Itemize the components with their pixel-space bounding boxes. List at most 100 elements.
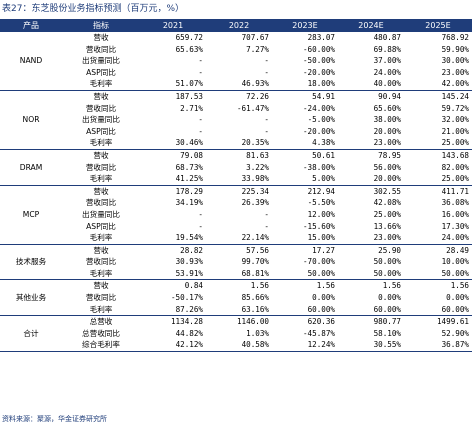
value-cell: 980.77 bbox=[373, 317, 401, 327]
metric-cell: ASP同比 bbox=[86, 221, 116, 231]
value-cell: 212.94 bbox=[307, 186, 335, 196]
value-cell: 46.93% bbox=[206, 78, 272, 91]
value-cell: 20.00% bbox=[373, 126, 401, 136]
table-row: NAND 营收 659.72 707.67 283.07 480.87 768.92 bbox=[0, 32, 472, 91]
metric-cell: 出货量同比 bbox=[82, 56, 120, 66]
value-cell: 12.00% bbox=[307, 209, 335, 219]
metric-cell: 毛利率 bbox=[62, 173, 140, 186]
value-cell: 620.36 bbox=[307, 317, 335, 327]
metric-cell: 营收 bbox=[93, 91, 109, 101]
table-row: 合计 总营收 1134.28 1146.00 620.36 980.77 1499.61 bbox=[0, 315, 472, 353]
value-cell: - bbox=[264, 67, 269, 77]
table-row: 营收同比 68.73% 3.22% -38.00% 56.00% 82.00% bbox=[0, 162, 472, 174]
header-product: 产品 bbox=[0, 19, 62, 32]
metric-cell: 毛利率 bbox=[62, 78, 140, 91]
metric-cell: 营收同比 bbox=[85, 162, 117, 172]
metric-cell: 出货量同比 bbox=[82, 209, 120, 219]
value-cell: -5.00% bbox=[307, 115, 335, 125]
metric-cell: 毛利率 bbox=[62, 232, 140, 245]
value-cell: 90.94 bbox=[378, 91, 401, 101]
value-cell: 50.00% bbox=[272, 267, 338, 281]
value-cell: 44.82% bbox=[175, 328, 203, 338]
value-cell: -60.00% bbox=[302, 44, 335, 54]
category-cell: MCP bbox=[0, 185, 62, 245]
value-cell: 33.98% bbox=[206, 173, 272, 186]
value-cell: 13.66% bbox=[373, 221, 401, 231]
value-cell: -38.00% bbox=[302, 162, 335, 172]
value-cell: 1.56 bbox=[450, 281, 469, 291]
value-cell: 26.39% bbox=[241, 198, 269, 208]
table-body: NAND 营收 659.72 707.67 283.07 480.87 768.92 营收同比… bbox=[0, 32, 472, 353]
value-cell: - bbox=[264, 56, 269, 66]
value-cell: 78.95 bbox=[378, 150, 401, 160]
value-cell: 707.67 bbox=[241, 33, 269, 42]
metric-cell: 综合毛利率 bbox=[62, 339, 140, 353]
metric-cell: 毛利率 bbox=[62, 267, 140, 281]
value-cell: 0.00% bbox=[446, 293, 469, 303]
value-cell: 1499.61 bbox=[436, 317, 469, 327]
value-cell: 24.00% bbox=[373, 67, 401, 77]
metric-cell: 营收同比 bbox=[85, 198, 117, 208]
table-row: 毛利率 53.91% 68.81% 50.00% 50.00% 50.00% bbox=[0, 267, 472, 281]
forecast-table: 产品 指标 2021 2022 2023E 2024E 2025E NAND 营收… bbox=[0, 19, 472, 353]
table-row: ASP同比 - - -20.00% 24.00% 23.00% bbox=[0, 67, 472, 79]
value-cell: - bbox=[264, 115, 269, 125]
value-cell: 1.56 bbox=[382, 281, 401, 291]
value-cell: 36.08% bbox=[441, 198, 469, 208]
category-cell: NOR bbox=[0, 90, 62, 150]
value-cell: -15.60% bbox=[302, 221, 335, 231]
value-cell: 0.84 bbox=[184, 281, 203, 291]
value-cell: - bbox=[264, 221, 269, 231]
metric-cell: 营收 bbox=[93, 245, 109, 255]
value-cell: 411.71 bbox=[441, 186, 469, 196]
value-cell: 12.24% bbox=[272, 339, 338, 353]
value-cell: 59.90% bbox=[441, 44, 469, 54]
value-cell: 42.12% bbox=[140, 339, 206, 353]
value-cell: 42.08% bbox=[373, 198, 401, 208]
value-cell: 28.49 bbox=[446, 245, 469, 255]
value-cell: 32.00% bbox=[441, 115, 469, 125]
value-cell: 7.27% bbox=[246, 44, 269, 54]
value-cell: -50.17% bbox=[170, 293, 203, 303]
value-cell: 40.58% bbox=[206, 339, 272, 353]
value-cell: 3.22% bbox=[246, 162, 269, 172]
value-cell: 480.87 bbox=[373, 33, 401, 42]
value-cell: 30.00% bbox=[441, 56, 469, 66]
metric-cell: ASP同比 bbox=[86, 126, 116, 136]
value-cell: 30.46% bbox=[140, 137, 206, 150]
value-cell: 60.00% bbox=[404, 303, 472, 317]
header-2023e: 2023E bbox=[272, 19, 338, 32]
value-cell: -5.50% bbox=[307, 198, 335, 208]
value-cell: -45.87% bbox=[302, 328, 335, 338]
value-cell: 50.61 bbox=[312, 150, 335, 160]
value-cell: - bbox=[198, 221, 203, 231]
value-cell: 68.81% bbox=[206, 267, 272, 281]
value-cell: 82.00% bbox=[441, 162, 469, 172]
value-cell: 85.66% bbox=[241, 293, 269, 303]
metric-cell: 营收 bbox=[93, 150, 109, 160]
value-cell: 23.00% bbox=[441, 67, 469, 77]
value-cell: 20.35% bbox=[206, 137, 272, 150]
value-cell: 57.56 bbox=[246, 245, 269, 255]
value-cell: 59.72% bbox=[441, 103, 469, 113]
value-cell: 1.03% bbox=[246, 328, 269, 338]
value-cell: 54.91 bbox=[312, 91, 335, 101]
value-cell: 63.16% bbox=[206, 303, 272, 317]
category-cell: NAND bbox=[0, 32, 62, 91]
value-cell: 36.87% bbox=[404, 339, 472, 353]
value-cell: -61.47% bbox=[236, 103, 269, 113]
value-cell: 225.34 bbox=[241, 186, 269, 196]
value-cell: 99.70% bbox=[241, 257, 269, 267]
value-cell: 25.90 bbox=[378, 245, 401, 255]
metric-cell: 营收 bbox=[93, 33, 109, 42]
table-row: ASP同比 - - -15.60% 13.66% 17.30% bbox=[0, 221, 472, 233]
header-metric: 指标 bbox=[62, 19, 140, 32]
value-cell: 42.00% bbox=[404, 78, 472, 91]
value-cell: 37.00% bbox=[373, 56, 401, 66]
table-row: 毛利率 51.07% 46.93% 18.00% 40.00% 42.00% bbox=[0, 78, 472, 91]
header-2025e: 2025E bbox=[404, 19, 472, 32]
category-cell: 其他业务 bbox=[0, 279, 62, 317]
value-cell: 79.08 bbox=[180, 150, 203, 160]
value-cell: 22.14% bbox=[206, 232, 272, 245]
source-note: 资料来源：聚源，华金证券研究所 bbox=[2, 415, 107, 423]
